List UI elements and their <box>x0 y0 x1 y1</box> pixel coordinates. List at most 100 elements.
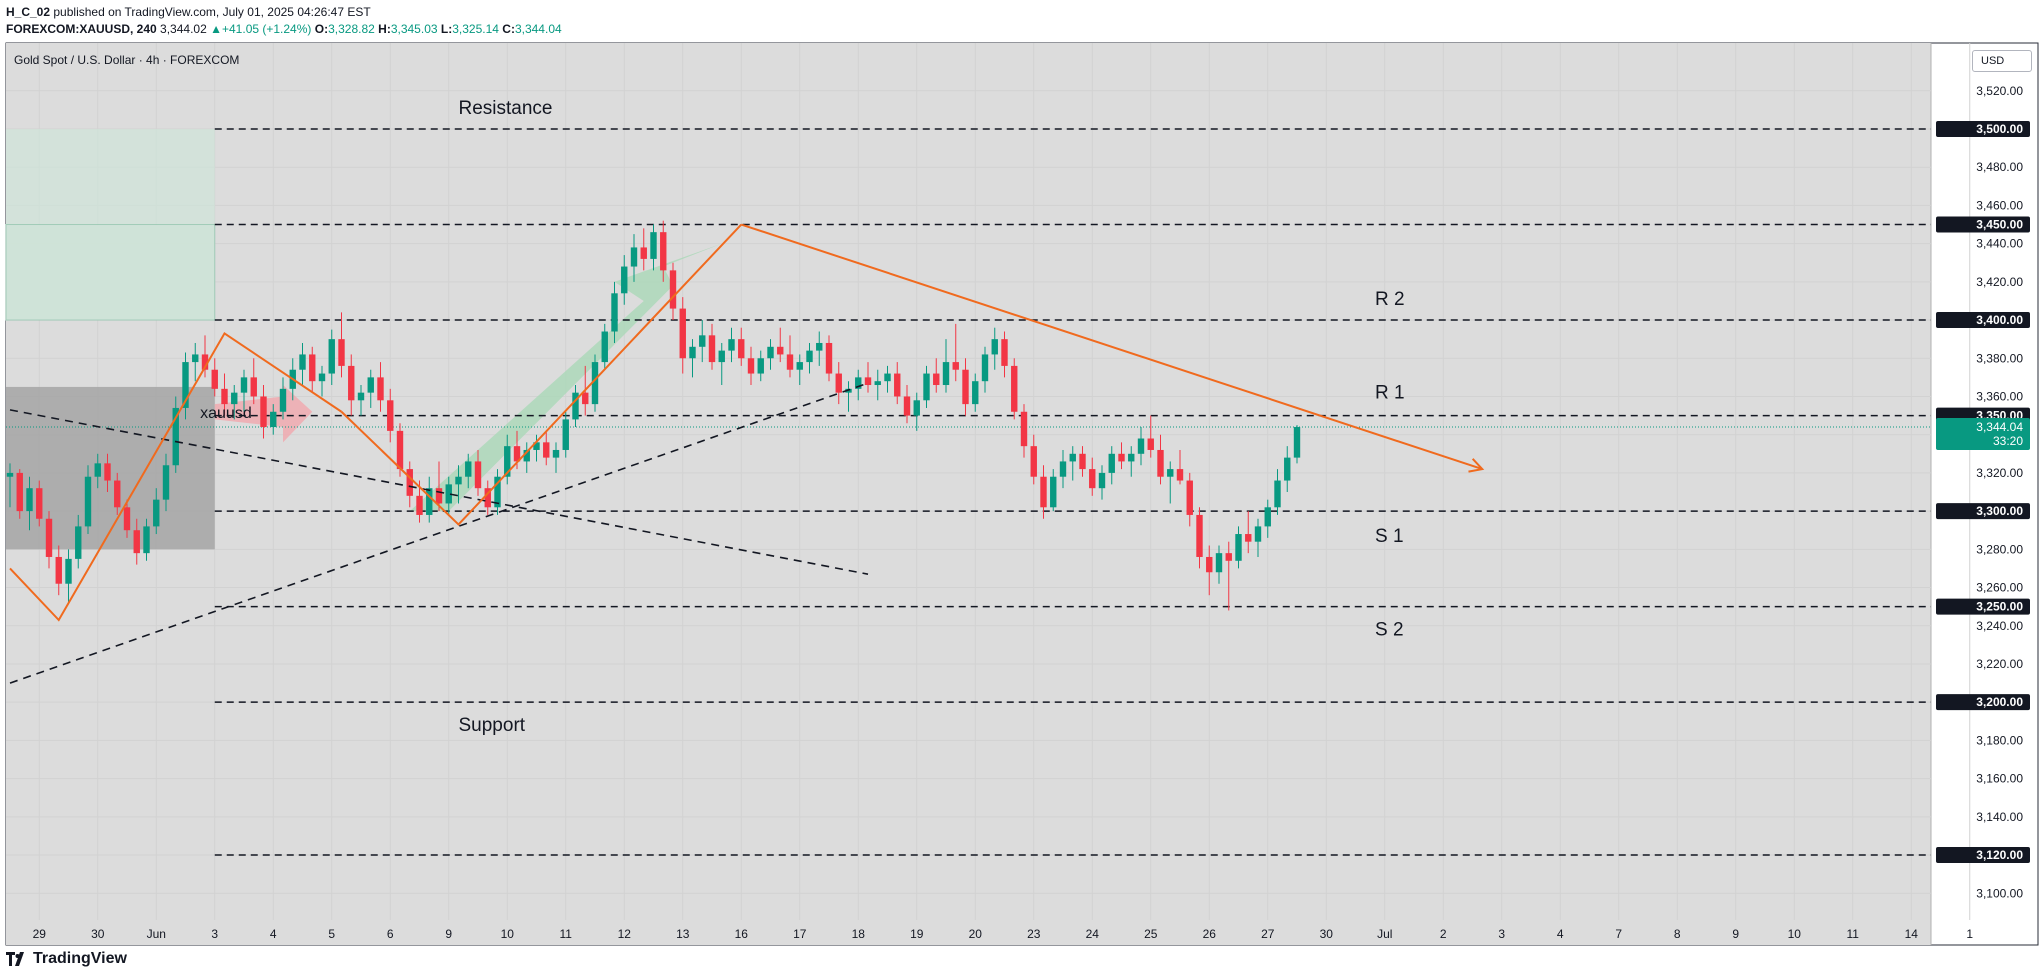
time-tick-label: 7 <box>1615 927 1622 941</box>
candle-body <box>26 488 33 512</box>
plot-area[interactable] <box>6 43 1931 945</box>
time-tick-label: 14 <box>1905 927 1919 941</box>
projection-arrow-bullish <box>409 243 722 512</box>
time-tick-label: 4 <box>270 927 277 941</box>
candle-body <box>991 339 998 355</box>
candle-body <box>1225 553 1232 561</box>
time-tick-label: 3 <box>211 927 218 941</box>
candle-body <box>1176 469 1184 481</box>
time-tick-label: 11 <box>1847 927 1860 941</box>
published-text: published on TradingView.com, July 01, 2… <box>53 5 371 19</box>
candle-body <box>708 335 716 363</box>
candle-body <box>396 430 404 470</box>
candle-body <box>172 407 179 466</box>
candle-body <box>1245 534 1252 542</box>
candle-body <box>894 373 901 397</box>
level-price-label: 3,250.00 <box>1976 600 2023 614</box>
time-axis[interactable]: 29 30 Jun 3 4 5 6 9 10 11 12 13 16 17 18 19 20 23 24 25 26 27… <box>33 927 1974 941</box>
zones <box>5 128 722 550</box>
candle-body <box>923 373 930 401</box>
open-value: 3,328.82 <box>328 22 375 36</box>
candle-body <box>669 270 677 309</box>
candle-body <box>279 388 287 412</box>
annotations: Resistance R 2 R 1 S 1 S 2 Support xauusd <box>200 98 1404 736</box>
candle-body <box>1293 427 1301 458</box>
candle-body <box>55 556 62 584</box>
time-tick-label: 17 <box>793 927 807 941</box>
currency-button[interactable]: USD <box>1972 50 2032 72</box>
candle-body <box>114 480 121 508</box>
candle-body <box>1206 556 1213 573</box>
candle-body <box>445 484 452 504</box>
price-axis[interactable]: 3,100.00 3,140.00 3,160.00 3,180.00 3,220.00… <box>1936 84 2030 900</box>
time-tick-label: 23 <box>1027 927 1041 941</box>
candle-body <box>182 362 189 408</box>
time-tick-label: 2 <box>1440 927 1447 941</box>
candle-body <box>75 526 82 559</box>
tradingview-footer: TradingView <box>6 950 127 968</box>
candle-body <box>640 247 647 259</box>
author-name[interactable]: H_C_02 <box>6 5 51 19</box>
candle-body <box>1167 469 1174 477</box>
candle-body <box>192 354 199 363</box>
time-tick-label: 30 <box>91 927 105 941</box>
candle-body <box>318 373 326 382</box>
candle-body <box>153 499 160 527</box>
zigzag-trendline <box>9 331 343 622</box>
candles <box>6 220 1301 611</box>
candle-body <box>231 392 238 405</box>
candle-body <box>543 442 550 458</box>
candle-body <box>367 377 374 393</box>
candle-body <box>240 377 248 393</box>
level-price-badge <box>1936 120 2030 137</box>
candle-body <box>1050 476 1057 508</box>
time-tick-label: 26 <box>1203 927 1217 941</box>
candle-body <box>474 461 482 489</box>
candle-body <box>513 446 521 462</box>
candle-body <box>660 232 667 271</box>
price-tick-label: 3,220.00 <box>1976 657 2023 671</box>
candle-body <box>1069 453 1076 462</box>
level-price-badge <box>1936 694 2030 711</box>
time-tick-label: 9 <box>1732 927 1739 941</box>
countdown-label: 33:20 <box>1993 434 2023 448</box>
level-price-badge <box>1936 216 2030 233</box>
candle-body <box>387 400 394 431</box>
time-tick-label: Jul <box>1377 927 1392 941</box>
candle-body <box>1108 453 1115 473</box>
price-tick-label: 3,320.00 <box>1976 466 2023 480</box>
candle-body <box>679 308 686 359</box>
symbol-label: FOREXCOM:XAUUSD, 240 <box>6 22 157 36</box>
candle-body <box>1254 526 1262 542</box>
candle-body <box>738 339 745 359</box>
annotation-label: Support <box>459 715 526 736</box>
candle-body <box>416 495 423 515</box>
time-tick-label: 10 <box>1788 927 1802 941</box>
annotation-label: R 1 <box>1375 383 1405 404</box>
time-tick-label: 20 <box>969 927 983 941</box>
candle-body <box>562 419 569 450</box>
candle-body <box>777 346 784 355</box>
candle-body <box>718 350 725 363</box>
candle-body <box>1264 507 1271 527</box>
level-price-badge <box>1936 847 2030 864</box>
candle-body <box>757 358 764 374</box>
time-tick-label: 30 <box>1320 927 1334 941</box>
candle-body <box>864 377 872 386</box>
candle-body <box>962 369 969 405</box>
candle-body <box>201 354 209 370</box>
candle-body <box>533 442 540 450</box>
candle-body <box>689 346 696 359</box>
candle-body <box>825 342 833 374</box>
time-tick-label: 29 <box>33 927 47 941</box>
candle-body <box>1137 438 1145 454</box>
candle-body <box>435 488 443 504</box>
candle-body <box>903 396 911 416</box>
candle-body <box>806 350 813 363</box>
price-tick-label: 3,260.00 <box>1976 581 2023 595</box>
candle-body <box>835 373 842 393</box>
candle-body <box>84 476 92 527</box>
current-price-badge <box>1936 417 2030 450</box>
price-tick-label: 3,520.00 <box>1976 84 2023 98</box>
